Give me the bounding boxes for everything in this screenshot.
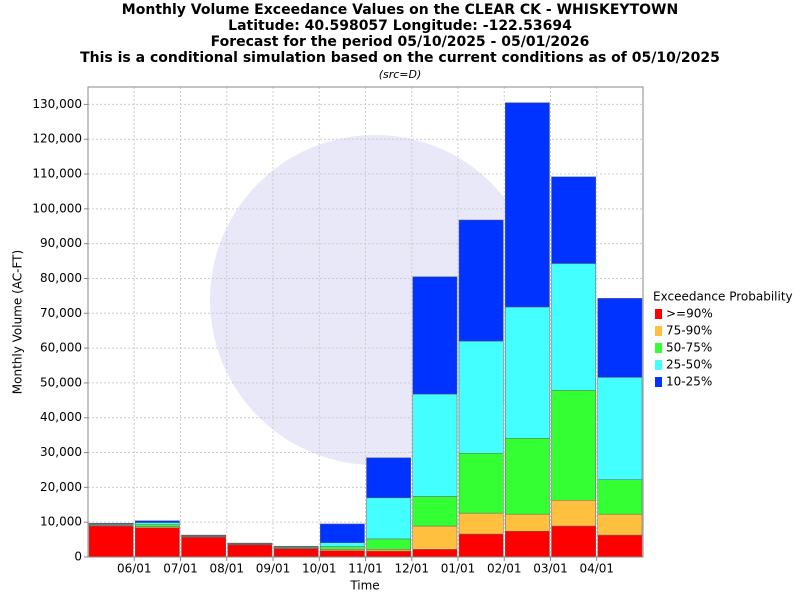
- x-tick-label: 11/01: [348, 562, 383, 576]
- y-tick-label: 110,000: [32, 167, 82, 181]
- bar-segment: [412, 276, 458, 395]
- bar-segment: [181, 534, 226, 536]
- bar-segment: [458, 512, 504, 535]
- bar-segment: [320, 523, 365, 543]
- bar-segment: [505, 513, 550, 532]
- y-tick-label: 70,000: [40, 306, 82, 320]
- bar-segment: [551, 263, 596, 391]
- x-tick-label: 03/01: [533, 562, 568, 576]
- y-tick-label: 60,000: [40, 341, 82, 355]
- legend-swatch: [655, 360, 662, 370]
- bar-segment: [412, 549, 458, 558]
- bar-segment: [366, 457, 411, 499]
- y-tick-label: 120,000: [32, 132, 82, 146]
- bar-segment: [458, 533, 504, 558]
- bar-segment: [320, 542, 365, 547]
- bar-segment: [505, 306, 550, 439]
- x-tick-label: 09/01: [256, 562, 291, 576]
- y-tick-label: 130,000: [32, 97, 82, 111]
- title-line: Forecast for the period 05/10/2025 - 05/…: [211, 34, 590, 50]
- legend-title: Exceedance Probability: [653, 290, 793, 304]
- bar-segment: [505, 530, 550, 558]
- bar-segment: [597, 534, 643, 558]
- y-tick-label: 80,000: [40, 271, 82, 285]
- bar-segment: [366, 549, 411, 552]
- bar-segment: [227, 544, 273, 558]
- bar-segment: [458, 340, 504, 454]
- legend-label: >=90%: [666, 307, 713, 321]
- bar-segment: [88, 522, 134, 525]
- x-tick-label: 01/01: [441, 562, 476, 576]
- legend-label: 25-50%: [666, 358, 712, 372]
- bar-segment: [551, 389, 596, 501]
- legend-swatch: [655, 377, 662, 387]
- bar-segment: [412, 496, 458, 527]
- bar-segment: [551, 525, 596, 558]
- y-axis-label: Monthly Volume (AC-FT): [11, 250, 25, 394]
- x-tick-label: 08/01: [209, 562, 244, 576]
- legend-swatch: [655, 326, 662, 336]
- legend-label: 50-75%: [666, 341, 712, 355]
- bar-segment: [273, 548, 319, 558]
- title-line: Latitude: 40.598057 Longitude: -122.5369…: [228, 18, 572, 34]
- bar-segment: [551, 500, 596, 527]
- y-tick-label: 0: [74, 550, 82, 564]
- bar-segment: [597, 479, 643, 515]
- bar-segment: [366, 550, 411, 558]
- bar-segment: [320, 550, 365, 558]
- y-tick-label: 10,000: [40, 515, 82, 529]
- bar-segment: [458, 453, 504, 514]
- bar-segment: [505, 102, 550, 308]
- x-tick-label: 12/01: [394, 562, 429, 576]
- y-tick-label: 90,000: [40, 236, 82, 250]
- legend-swatch: [655, 309, 662, 319]
- x-tick-label: 07/01: [163, 562, 198, 576]
- y-tick-label: 40,000: [40, 410, 82, 424]
- plot-border: [87, 86, 644, 558]
- x-tick-label: 10/01: [302, 562, 337, 576]
- x-tick-label: 02/01: [487, 562, 522, 576]
- title-line: This is a conditional simulation based o…: [80, 50, 720, 66]
- bar-segment: [273, 545, 319, 547]
- title-line: Monthly Volume Exceedance Values on the …: [122, 2, 678, 18]
- bar-segment: [366, 497, 411, 540]
- bar-segment: [135, 524, 180, 527]
- bar-segment: [597, 377, 643, 480]
- subtitle: (src=D): [379, 68, 422, 81]
- x-axis-label: Time: [349, 579, 379, 593]
- legend-label: 10-25%: [666, 375, 712, 389]
- y-tick-label: 50,000: [40, 375, 82, 389]
- x-tick-label: 06/01: [117, 562, 152, 576]
- bar-segment: [597, 513, 643, 536]
- bar-segment: [412, 525, 458, 550]
- y-tick-label: 20,000: [40, 480, 82, 494]
- bar-segment: [320, 546, 365, 550]
- x-tick-label: 04/01: [579, 562, 614, 576]
- bar-segment: [458, 219, 504, 342]
- bar-segment: [551, 176, 596, 264]
- legend-swatch: [655, 343, 662, 353]
- bar-segment: [366, 538, 411, 550]
- bar-segment: [412, 393, 458, 497]
- bar-segment: [88, 525, 134, 558]
- bar-segment: [135, 522, 180, 525]
- bar-segment: [597, 298, 643, 378]
- bar-segment: [505, 438, 550, 515]
- bar-segment: [135, 520, 180, 523]
- legend-label: 75-90%: [666, 324, 712, 338]
- bar-segment: [135, 527, 180, 558]
- bar-segment: [181, 536, 226, 558]
- y-tick-label: 100,000: [32, 201, 82, 215]
- y-tick-label: 30,000: [40, 445, 82, 459]
